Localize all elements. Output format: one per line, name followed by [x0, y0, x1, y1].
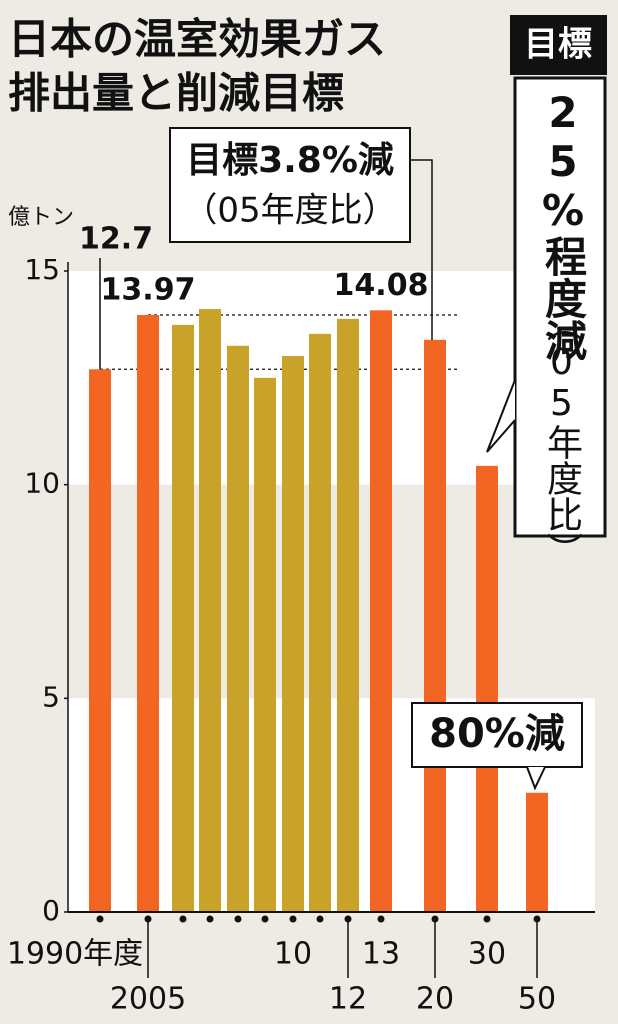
x-tick-dot	[234, 915, 242, 923]
x-tick-dot	[206, 915, 214, 923]
header-box	[510, 15, 607, 75]
x-tick-dot	[344, 915, 352, 923]
annotation: 目標3.8%減	[186, 140, 394, 181]
annotation-box	[411, 702, 583, 768]
x-tick-label: 50	[518, 982, 556, 1017]
bar	[89, 369, 111, 913]
x-tick-dot	[533, 915, 541, 923]
x-tick-dot	[179, 915, 187, 923]
annotation: （05年度比）	[183, 191, 396, 231]
x-tick-label: 20	[416, 982, 454, 1017]
annotation-pointer	[486, 379, 516, 453]
x-tick-label: 2005	[110, 982, 186, 1017]
bar	[424, 339, 446, 912]
annotation: 25%程度減	[539, 88, 588, 361]
value-label: 14.08	[334, 268, 429, 303]
x-tick-label: 12	[329, 982, 367, 1017]
x-tick-label: 13	[362, 937, 400, 972]
annotation-box	[513, 76, 607, 538]
x-tick-label: 30	[468, 937, 506, 972]
x-tick-dot	[96, 915, 104, 923]
bar	[282, 356, 304, 913]
annotation-pointer	[526, 766, 546, 791]
y-unit: 億トン	[8, 205, 74, 230]
value-label: 13.97	[101, 273, 196, 308]
bar	[476, 465, 498, 912]
annotation-box	[169, 127, 411, 243]
y-tick-label: 15	[24, 253, 60, 286]
annotation: （05年度比）	[541, 306, 583, 568]
x-tick-dot	[316, 915, 324, 923]
x-tick-label: 1990年度	[7, 937, 143, 972]
bar	[254, 377, 276, 912]
bar	[337, 318, 359, 912]
y-tick-label: 0	[42, 894, 60, 927]
annotation: 80%減	[429, 711, 565, 757]
x-tick-dot	[144, 915, 152, 923]
bar	[370, 310, 392, 912]
x-tick-dot	[377, 915, 385, 923]
annotation-header: 目標	[524, 25, 592, 65]
x-tick-dot	[261, 915, 269, 923]
bar	[137, 315, 159, 912]
y-tick-label: 5	[42, 680, 60, 713]
chart-title: 日本の温室効果ガス	[8, 15, 386, 64]
x-tick-dot	[483, 915, 491, 923]
bar	[309, 333, 331, 912]
x-tick-dot	[431, 915, 439, 923]
bar	[199, 309, 221, 912]
x-tick-dot	[289, 915, 297, 923]
bar	[227, 345, 249, 912]
y-tick-label: 10	[24, 467, 60, 500]
x-tick-label: 10	[274, 937, 312, 972]
chart-title: 排出量と削減目標	[8, 69, 344, 118]
value-label: 12.7	[79, 222, 153, 257]
bar	[172, 324, 194, 912]
annotation-connector	[410, 159, 433, 340]
bar	[526, 792, 548, 912]
